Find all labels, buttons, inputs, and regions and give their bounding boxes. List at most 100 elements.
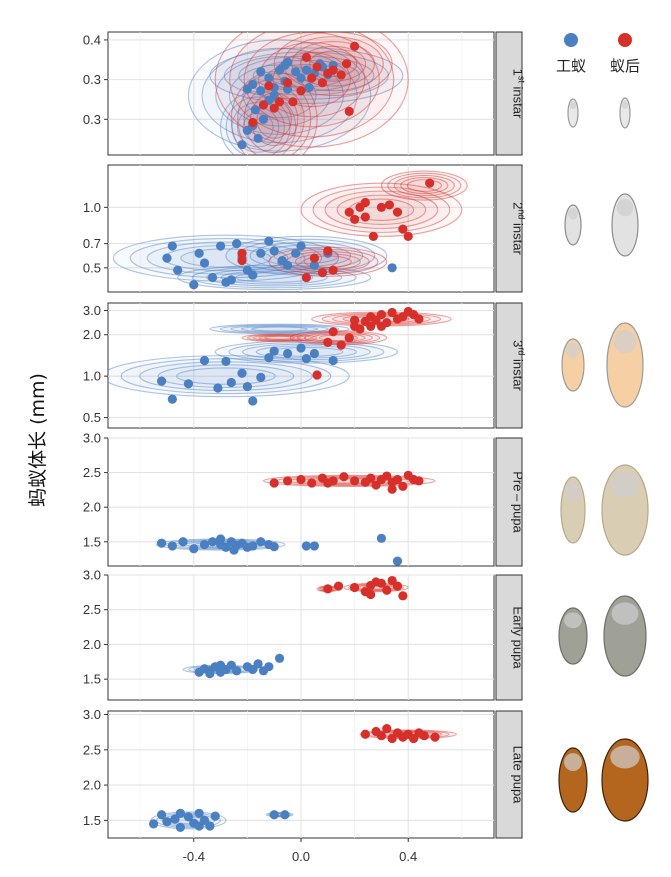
queen-point (317, 268, 328, 278)
facet-strip-label: 3rd instar (511, 340, 527, 391)
facet-strip-label: Pre – pupa (511, 471, 526, 533)
worker-specimen-head (565, 343, 581, 358)
queen-density-contour (230, 71, 318, 155)
legend-marker-queen (618, 33, 632, 47)
worker-point (291, 248, 301, 258)
queen-point (382, 471, 392, 481)
worker-point (194, 808, 204, 818)
x-tick-label: -0.4 (183, 849, 205, 864)
queen-point (344, 333, 354, 343)
queen-point (323, 337, 333, 347)
queen-density-contour (258, 335, 301, 341)
specimen-late-pupa (558, 738, 649, 822)
worker-point (229, 545, 239, 555)
queen-point (387, 733, 397, 744)
worker-point (250, 105, 261, 115)
worker-point (175, 822, 185, 833)
queen-point (339, 472, 349, 482)
y-tick-label: 3.0 (83, 707, 101, 722)
queen-point (282, 78, 293, 88)
queen-point (398, 224, 408, 234)
y-tick-label: 1.0 (83, 200, 101, 215)
worker-point (269, 246, 279, 256)
panel-1: 0.3 0.3 0.4 1st instar (83, 31, 527, 156)
worker-point (269, 810, 279, 820)
queen-point (323, 478, 333, 488)
worker-point (178, 537, 188, 547)
queen-point (368, 231, 378, 241)
queen-density-contour (247, 334, 313, 342)
queen-point (414, 476, 424, 486)
facet-strip-label: 2nd instar (511, 202, 527, 255)
queen-specimen-head (613, 329, 637, 354)
worker-point (296, 241, 306, 251)
worker-point (291, 67, 301, 77)
queen-point (323, 246, 333, 256)
worker-point (183, 812, 194, 822)
queen-point (376, 731, 387, 741)
worker-density-contour (219, 324, 340, 334)
queen-point (333, 581, 344, 591)
facet-strip (495, 437, 523, 567)
queen-point (419, 731, 429, 741)
worker-point (301, 354, 311, 364)
facet-strip (495, 710, 523, 839)
queen-point (387, 484, 397, 494)
queen-point (309, 253, 320, 263)
worker-point (248, 541, 258, 551)
y-tick-label: 0.4 (83, 32, 101, 47)
points (237, 41, 360, 150)
y-tick-label: 1.0 (83, 369, 101, 384)
y-axis-label: 蚂蚁体长 (mm) (27, 373, 49, 507)
queen-point (237, 248, 247, 258)
queen-specimen-head (610, 745, 640, 769)
worker-point (269, 346, 279, 356)
facet-strip-label: Late pupa (511, 746, 526, 805)
facet-strip-label: 1st instar (511, 69, 527, 119)
queen-point (269, 103, 279, 113)
legend-label-worker: 工蚁 (556, 57, 586, 75)
queen-point (350, 41, 360, 51)
worker-point (256, 372, 266, 382)
queen-density-contour (406, 179, 443, 192)
panel-3: 0.5 1.0 2.0 3.0 3rd instar (83, 302, 527, 429)
x-tick-label: 0.0 (292, 849, 310, 864)
worker-point (242, 381, 252, 392)
queen-specimen-head (621, 100, 629, 109)
worker-point (237, 368, 247, 378)
worker-point (167, 541, 177, 551)
worker-point (309, 348, 320, 359)
queen-density-contour (387, 172, 462, 199)
worker-point (215, 534, 226, 544)
queen-point (341, 59, 352, 69)
worker-point (301, 65, 311, 75)
queen-point (296, 86, 306, 96)
worker-density-contour (209, 323, 350, 335)
worker-point (282, 84, 293, 94)
queen-density-contour (393, 174, 455, 197)
facet-strip (495, 31, 523, 156)
worker-specimen-head (569, 101, 577, 110)
queen-point (248, 117, 258, 128)
y-tick-label: 1.5 (83, 813, 101, 828)
worker-point (280, 810, 290, 820)
y-tick-label: 0.5 (83, 260, 101, 275)
queen-density-contour (400, 177, 449, 195)
worker-point (207, 537, 218, 547)
worker-point (248, 396, 258, 406)
worker-point (162, 253, 172, 263)
queen-point (317, 78, 328, 88)
worker-point (256, 248, 266, 258)
queen-point (336, 70, 346, 80)
queen-specimen-head (610, 472, 640, 498)
worker-point (296, 73, 306, 83)
y-tick-label: 2.5 (83, 742, 101, 757)
worker-point (264, 662, 274, 672)
worker-point (210, 811, 220, 821)
queen-point (237, 255, 247, 266)
queen-point (382, 724, 392, 734)
worker-point (258, 114, 269, 124)
queen-specimen-head (616, 198, 634, 217)
queen-point (344, 106, 354, 116)
